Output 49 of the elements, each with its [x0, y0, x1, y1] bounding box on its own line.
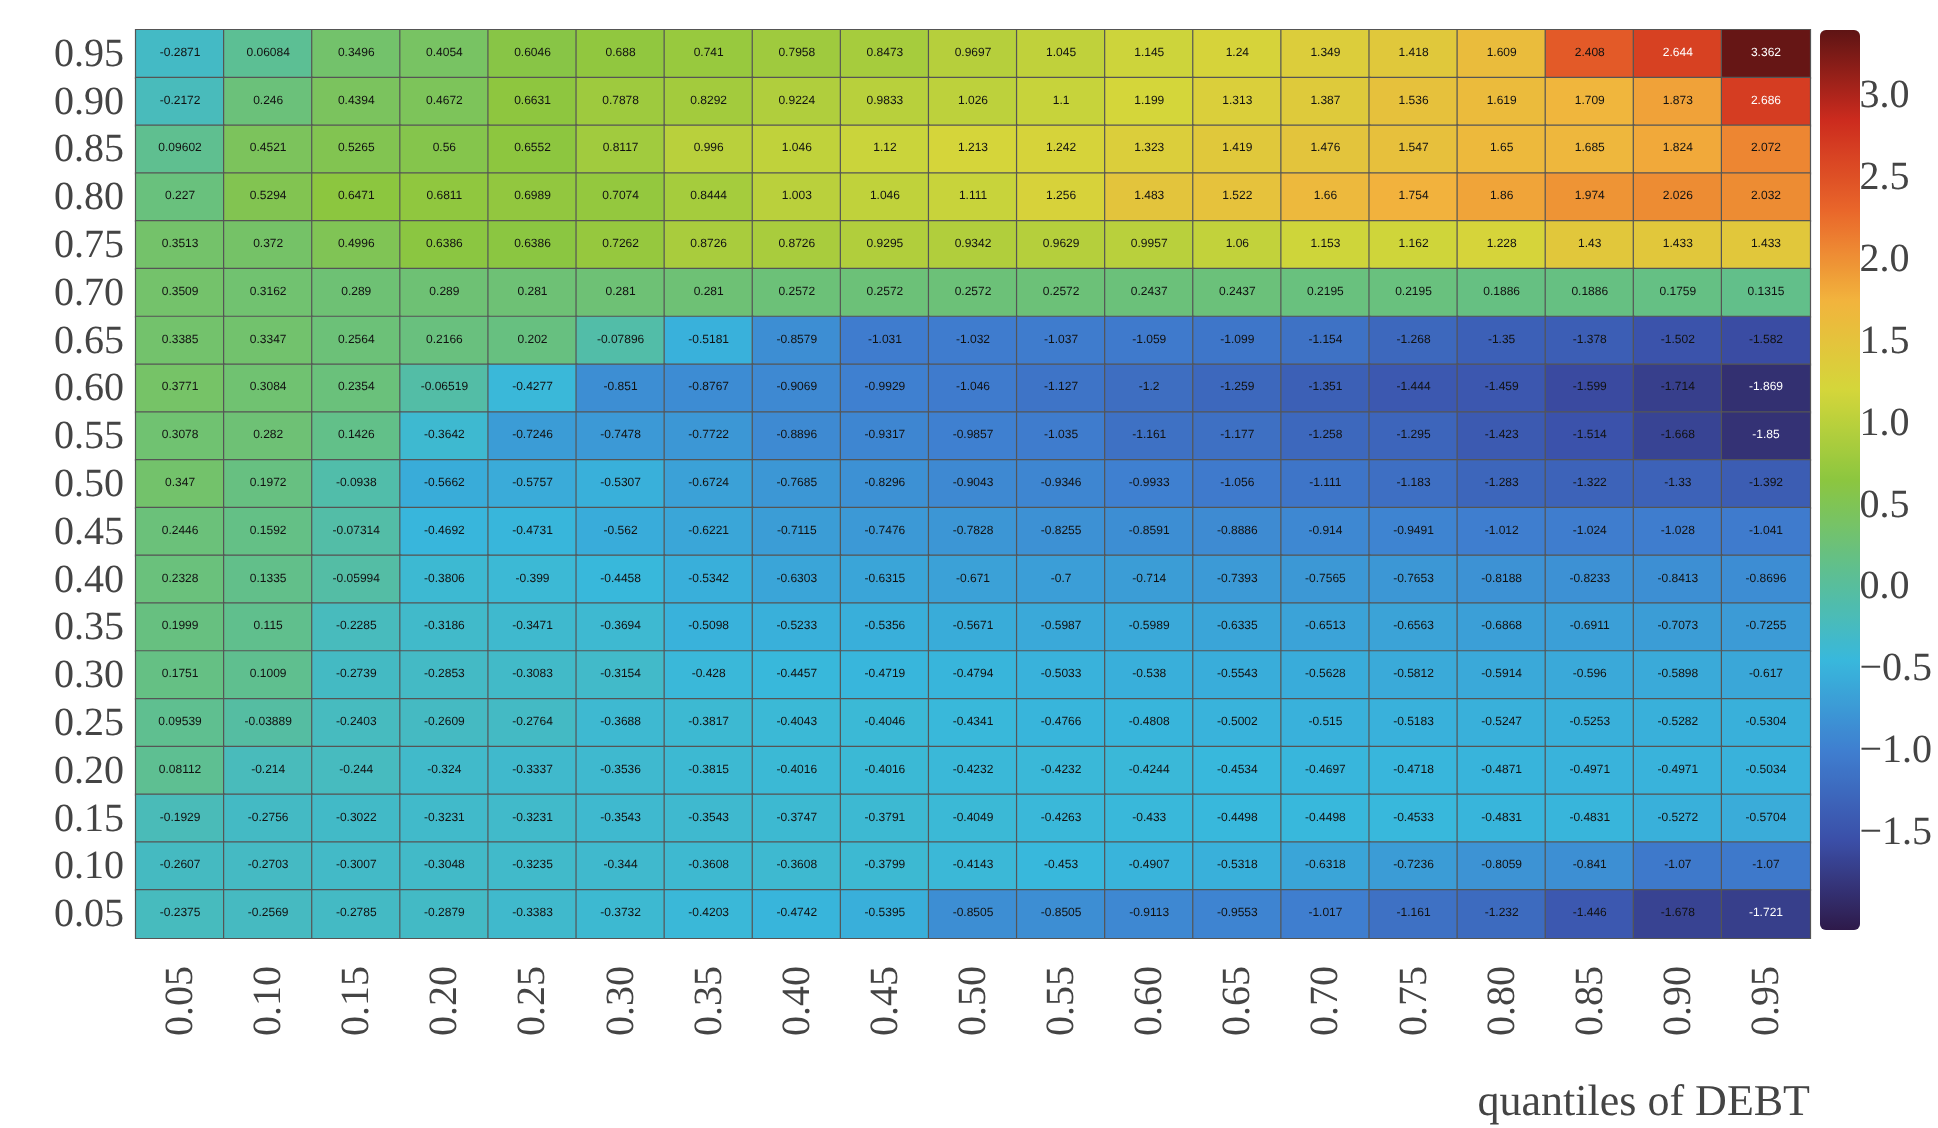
x-tick-label: 0.75 [1391, 966, 1436, 1036]
x-axis-title: quantiles of DEBT [1477, 1075, 1812, 1125]
y-tick-label: 0.60 [54, 366, 124, 411]
y-tick-label: 0.30 [54, 653, 124, 698]
color-bar-label: 1.5 [1859, 318, 1910, 363]
x-tick-label: 0.65 [1215, 966, 1260, 1036]
y-tick-label: 0.10 [54, 844, 124, 889]
y-tick-label: 0.25 [54, 700, 124, 745]
x-tick-label: 0.95 [1743, 966, 1788, 1036]
x-tick-label: 0.25 [510, 966, 555, 1036]
x-tick-label: 0.45 [862, 966, 907, 1036]
y-tick-label: 0.75 [54, 223, 124, 268]
x-tick-label: 0.10 [246, 966, 291, 1036]
color-bar-label: 1.0 [1859, 400, 1910, 445]
color-bar-label: 2.5 [1859, 155, 1910, 200]
x-tick-label: 0.20 [422, 966, 467, 1036]
color-bar-label: 3.0 [1859, 73, 1910, 118]
color-bar-label: 2.0 [1859, 237, 1910, 282]
color-bar-label: −0.5 [1859, 646, 1932, 691]
y-tick-label: 0.70 [54, 270, 124, 315]
y-tick-label: 0.50 [54, 462, 124, 506]
y-tick-label: 0.90 [54, 79, 124, 124]
y-tick-label: 0.45 [54, 509, 124, 554]
y-tick-label: 0.05 [54, 892, 124, 937]
color-bar-label: −1.0 [1859, 728, 1932, 772]
y-tick-label: 0.15 [54, 796, 124, 841]
x-tick-label: 0.50 [951, 966, 995, 1036]
x-tick-label: 0.80 [1479, 966, 1524, 1036]
x-tick-label: 0.60 [1127, 966, 1172, 1036]
y-tick-label: 0.85 [54, 127, 124, 172]
x-tick-label: 0.90 [1655, 966, 1700, 1036]
x-tick-label: 0.40 [774, 966, 819, 1036]
x-tick-label: 0.35 [686, 966, 731, 1036]
color-bar-label: 0.5 [1859, 482, 1910, 527]
color-bar-label: 0.0 [1859, 564, 1910, 609]
x-tick-label: 0.30 [598, 966, 643, 1036]
y-tick-label: 0.80 [54, 175, 124, 220]
color-bar-label: −1.5 [1859, 809, 1932, 854]
y-tick-label: 0.35 [54, 605, 124, 650]
x-tick-label: 0.55 [1039, 966, 1084, 1036]
x-tick-label: 0.70 [1303, 966, 1348, 1036]
x-tick-label: 0.85 [1567, 966, 1612, 1036]
y-tick-label: 0.55 [54, 414, 124, 459]
x-tick-label: 0.15 [334, 966, 379, 1036]
y-tick-label: 0.65 [54, 318, 124, 363]
y-tick-label: 0.95 [54, 31, 124, 76]
y-tick-label: 0.40 [54, 557, 124, 602]
x-tick-label: 0.05 [158, 966, 203, 1036]
y-tick-label: 0.20 [54, 748, 124, 793]
